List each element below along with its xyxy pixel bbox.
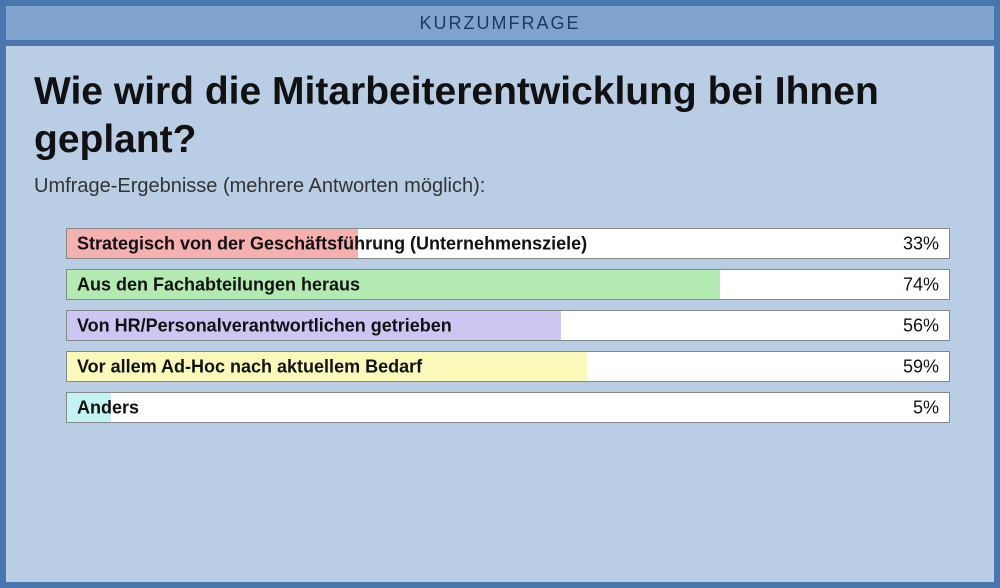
poll-bar-label: Aus den Fachabteilungen heraus	[77, 274, 360, 295]
poll-bar: Aus den Fachabteilungen heraus 74%	[66, 269, 950, 300]
poll-bar-label: Strategisch von der Geschäftsführung (Un…	[77, 233, 587, 254]
poll-bar: Anders 5%	[66, 392, 950, 423]
poll-bar: Von HR/Personalverantwortlichen getriebe…	[66, 310, 950, 341]
content-panel: Wie wird die Mitarbeiterentwicklung bei …	[6, 46, 994, 582]
poll-bar-value: 56%	[903, 315, 939, 336]
poll-bar-label: Anders	[77, 397, 139, 418]
survey-subtitle: Umfrage-Ergebnisse (mehrere Antworten mö…	[34, 175, 966, 198]
poll-bar-value: 33%	[903, 233, 939, 254]
header-band: KURZUMFRAGE	[6, 6, 994, 40]
poll-bars-container: Strategisch von der Geschäftsführung (Un…	[34, 228, 966, 423]
survey-question: Wie wird die Mitarbeiterentwicklung bei …	[34, 68, 966, 163]
poll-bar: Vor allem Ad-Hoc nach aktuellem Bedarf 59…	[66, 351, 950, 382]
poll-bar-label: Von HR/Personalverantwortlichen getriebe…	[77, 315, 452, 336]
poll-bar-value: 5%	[913, 397, 939, 418]
header-title: KURZUMFRAGE	[420, 13, 581, 34]
poll-bar-value: 59%	[903, 356, 939, 377]
poll-bar: Strategisch von der Geschäftsführung (Un…	[66, 228, 950, 259]
poll-bar-label: Vor allem Ad-Hoc nach aktuellem Bedarf	[77, 356, 422, 377]
poll-bar-value: 74%	[903, 274, 939, 295]
